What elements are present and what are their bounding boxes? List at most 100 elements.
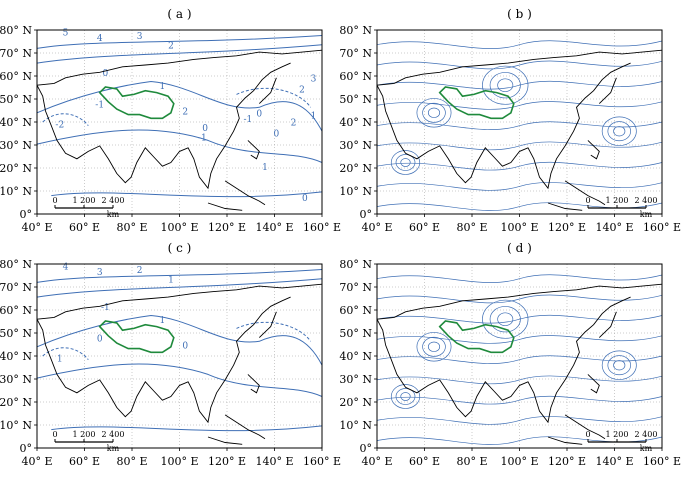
streamline-eddy xyxy=(416,332,452,362)
lat-tick-label: 20° N xyxy=(339,396,372,409)
lat-tick-label: 50° N xyxy=(0,327,32,340)
lat-tick-label: 50° N xyxy=(339,93,372,106)
lon-tick-label: 80° E xyxy=(116,221,147,234)
map-panel-2: ( b ) 0° 10° N 20° N 30° N 40° N 50° N 60° N 70°… xyxy=(339,7,681,234)
streamline-eddy xyxy=(416,98,452,128)
lon-tick-label: 140° E xyxy=(255,455,293,468)
lon-tick-label: 40° E xyxy=(361,221,392,234)
contour-line xyxy=(36,44,323,64)
streamline xyxy=(376,294,663,304)
lon-tick-label: 120° E xyxy=(208,455,246,468)
lon-tick-label: 40° E xyxy=(21,221,52,234)
contour-label: 1 xyxy=(311,111,317,121)
streamline xyxy=(376,375,663,385)
streamline-eddy xyxy=(390,384,421,409)
lat-tick-label: 10° N xyxy=(339,185,372,198)
contour-line xyxy=(36,35,323,49)
streamline-eddy xyxy=(607,121,631,142)
streamline-eddy xyxy=(601,116,637,146)
panel-label: ( c ) xyxy=(168,241,192,255)
streamline-eddy xyxy=(613,126,626,137)
coastline xyxy=(36,283,323,445)
streamline-eddy xyxy=(497,78,514,92)
contour-line xyxy=(36,363,323,397)
streamline-eddy xyxy=(613,360,626,371)
lat-tick-label: 0° xyxy=(360,208,373,221)
lon-tick-label: 60° E xyxy=(69,455,100,468)
contour-label: 1 xyxy=(160,82,166,92)
scale-bar-label: 2 400 xyxy=(102,430,125,439)
streamline xyxy=(376,121,663,130)
lon-tick-label: 120° E xyxy=(548,455,586,468)
lat-tick-label: 60° N xyxy=(339,304,372,317)
contour-line xyxy=(51,191,323,198)
streamline-eddy xyxy=(427,107,441,118)
lon-tick-label: 80° E xyxy=(116,455,147,468)
lat-tick-label: 20° N xyxy=(0,162,32,175)
lat-tick-label: 80° N xyxy=(0,24,32,37)
contour-label: 0 xyxy=(103,69,109,79)
lon-tick-label: 100° E xyxy=(160,221,198,234)
lon-tick-label: 100° E xyxy=(160,455,198,468)
contour-label: 3 xyxy=(311,75,317,85)
contour-label: 0 xyxy=(97,334,103,344)
contour-label: 2 xyxy=(291,119,297,129)
scale-bar-unit: km xyxy=(640,210,653,219)
streamline-eddy xyxy=(489,72,521,99)
scale-bar-unit: km xyxy=(107,210,120,219)
lat-tick-label: 50° N xyxy=(339,327,372,340)
contour-label: 1 xyxy=(57,355,63,365)
streamline xyxy=(376,416,663,425)
contour-label: 0 xyxy=(274,130,280,140)
streamline-eddy xyxy=(482,299,529,339)
scale-bar: 0 1 200 2 400 km xyxy=(52,430,124,453)
lon-tick-label: 160° E xyxy=(643,455,681,468)
lon-tick-label: 100° E xyxy=(500,221,538,234)
scale-bar-label: 1 200 xyxy=(606,196,629,205)
contour-label: -1 xyxy=(95,100,104,110)
panel-label: ( a ) xyxy=(167,7,191,21)
streamline xyxy=(376,335,663,344)
streamline xyxy=(376,40,663,49)
scale-bar-label: 0 xyxy=(52,196,57,205)
streamline-eddy xyxy=(489,306,521,333)
streamline xyxy=(376,60,663,70)
lon-tick-label: 60° E xyxy=(69,221,100,234)
lon-tick-label: 120° E xyxy=(208,221,246,234)
lon-tick-label: 160° E xyxy=(303,221,341,234)
lat-tick-label: 80° N xyxy=(0,258,32,271)
contour-line xyxy=(51,425,323,432)
streamline-eddy xyxy=(422,336,446,357)
streamline xyxy=(376,395,663,405)
streamline-eddy xyxy=(400,158,411,167)
streamline-eddy xyxy=(400,392,411,401)
lat-tick-label: 40° N xyxy=(339,116,372,129)
streamline xyxy=(376,274,663,283)
scale-bar-label: 0 xyxy=(585,196,590,205)
lat-tick-label: 80° N xyxy=(339,258,372,271)
lat-tick-label: 70° N xyxy=(0,47,32,60)
scale-bar-label: 2 400 xyxy=(635,430,658,439)
lat-tick-label: 70° N xyxy=(0,281,32,294)
streamline-eddy xyxy=(422,102,446,123)
contour-line xyxy=(36,129,323,163)
contour-line-negative xyxy=(42,347,89,361)
contour-label: 0 xyxy=(202,124,208,134)
lat-tick-label: 10° N xyxy=(0,185,32,198)
lon-tick-label: 140° E xyxy=(255,221,293,234)
streamline-eddy xyxy=(601,350,637,380)
scale-bar: 0 1 200 2 400 km xyxy=(585,430,657,453)
lat-tick-label: 40° N xyxy=(0,116,32,129)
scale-bar-label: 1 200 xyxy=(73,430,96,439)
scale-bar-label: 0 xyxy=(52,430,57,439)
lat-tick-label: 30° N xyxy=(0,139,32,152)
lon-tick-label: 160° E xyxy=(303,455,341,468)
lon-tick-label: 40° E xyxy=(21,455,52,468)
lon-tick-label: 60° E xyxy=(409,221,440,234)
contour-label: -1 xyxy=(198,133,207,143)
scale-bar: 0 1 200 2 400 km xyxy=(52,196,124,219)
lat-tick-label: 10° N xyxy=(0,419,32,432)
map-panel-4: ( d ) 0° 10° N 20° N 30° N 40° N 50° N 60° N 70°… xyxy=(339,241,681,468)
contour-label: 1 xyxy=(262,163,268,173)
